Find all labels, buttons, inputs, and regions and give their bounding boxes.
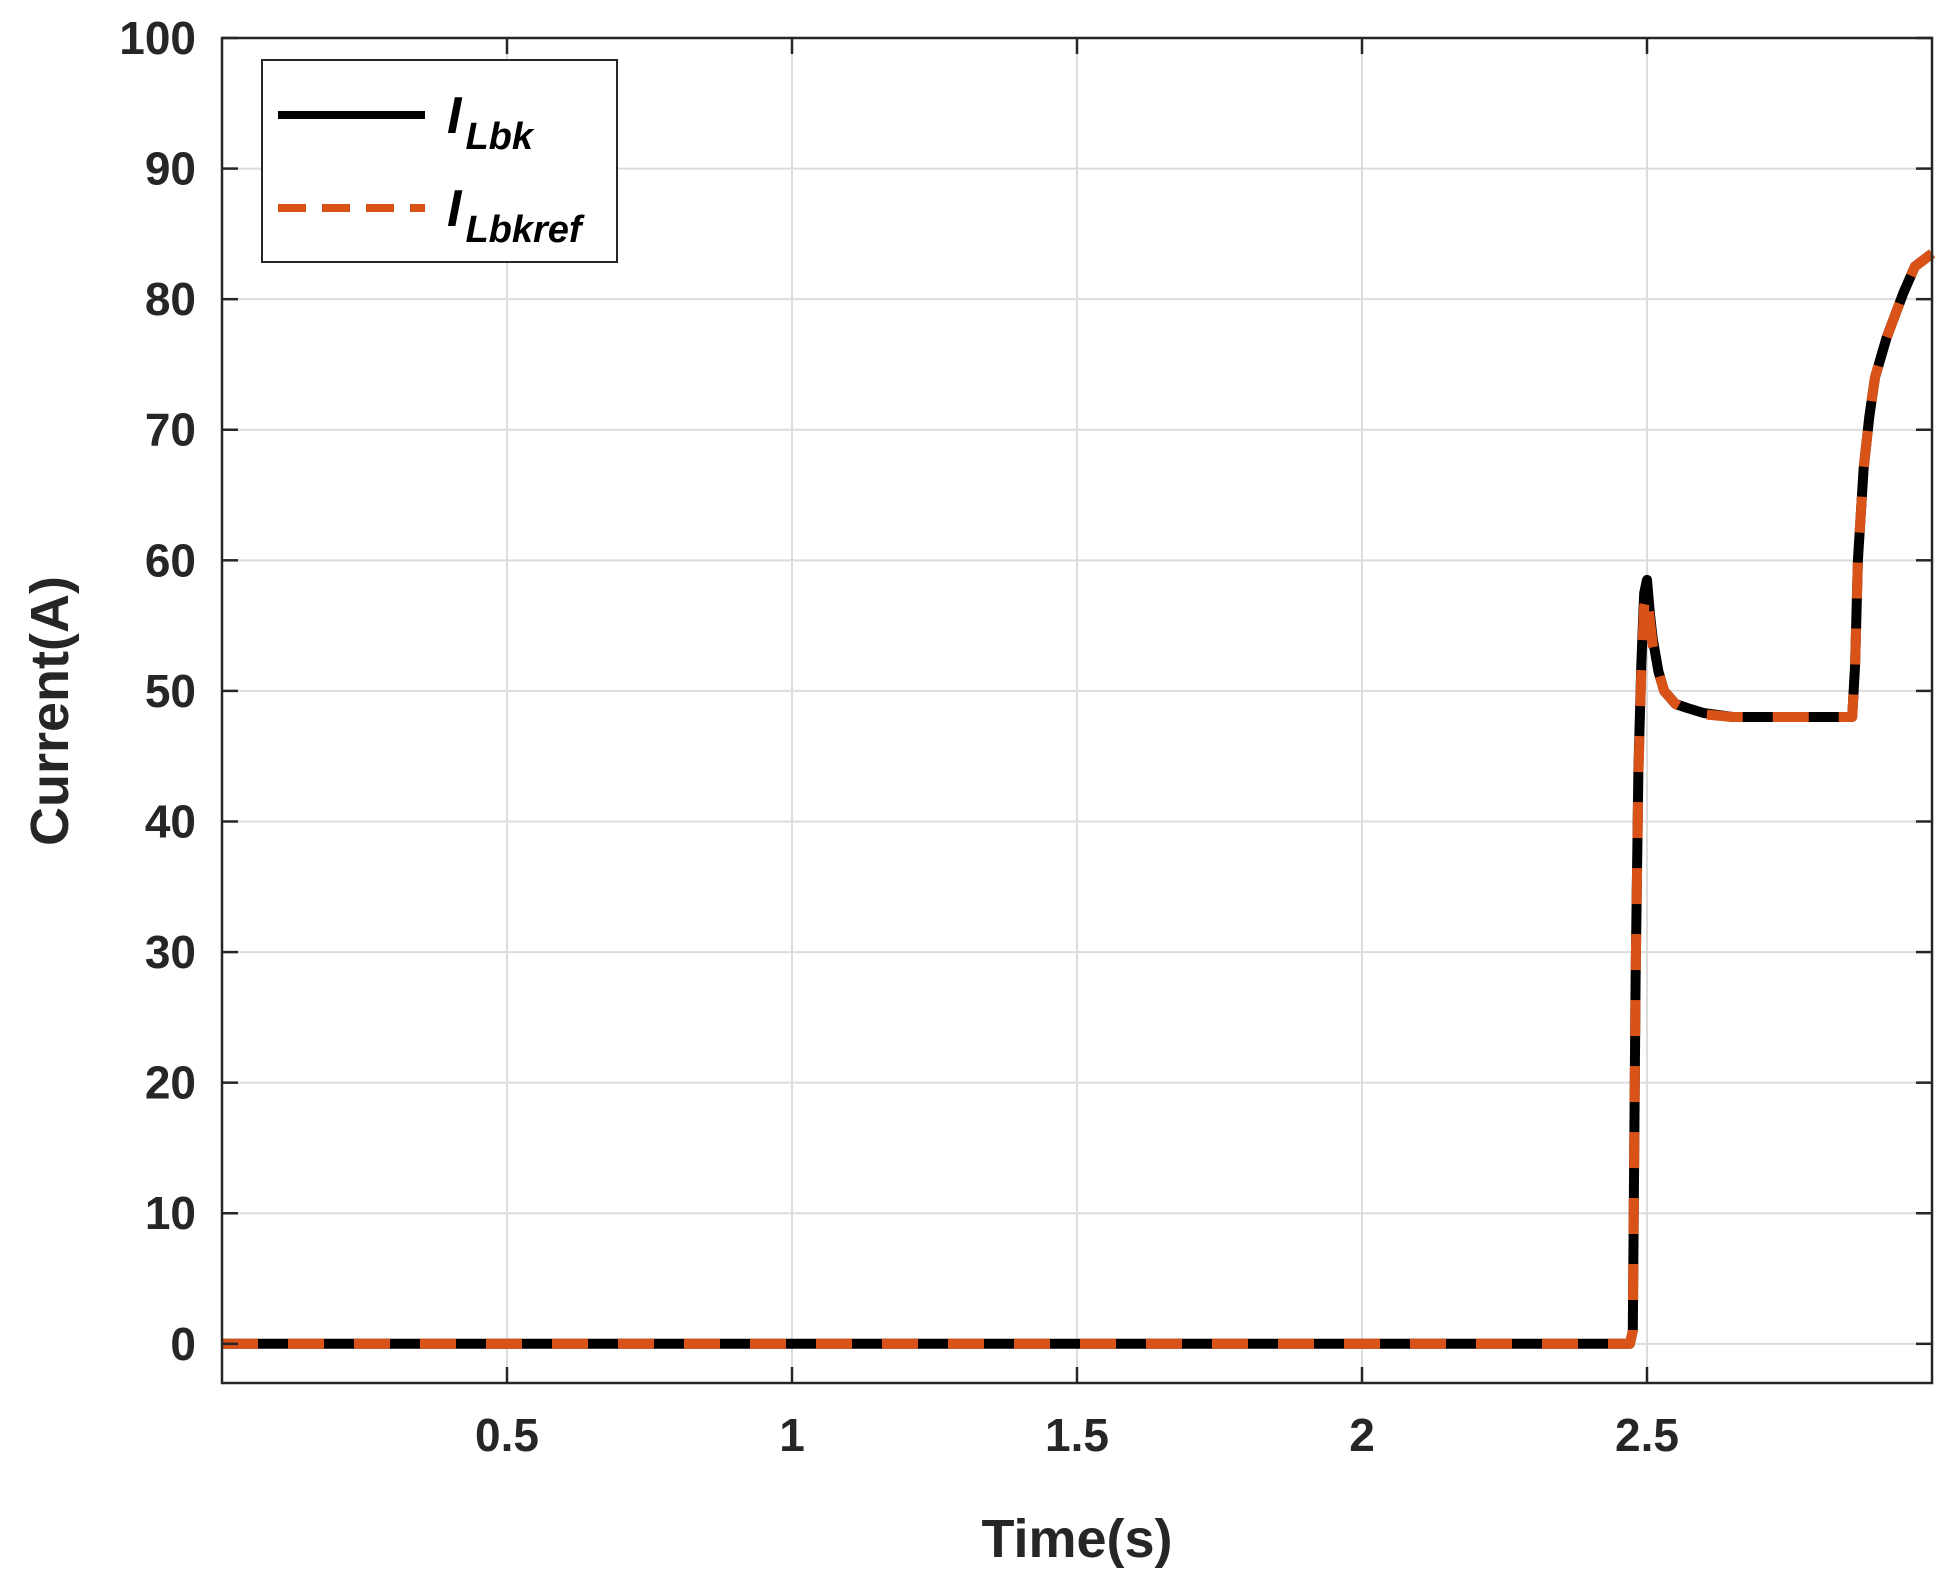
legend-box [261, 59, 618, 263]
x-tick-label: 2 [1349, 1409, 1375, 1461]
legend-label-i-lbkref-sub: Lbkref [465, 209, 584, 251]
x-tick-label: 1.5 [1045, 1409, 1109, 1461]
y-tick-label: 60 [145, 534, 196, 586]
y-tick-label: 40 [145, 795, 196, 847]
tick-labels: 0.5 1 1.5 2 2.5 0 10 20 30 40 50 60 70 80 90 100 [119, 12, 1679, 1461]
y-tick-label: 80 [145, 273, 196, 325]
x-axis-label: Time(s) [981, 1509, 1172, 1569]
series-line-i-lbk [222, 249, 1936, 1349]
legend-label-i-lbk-sub: Lbk [465, 116, 534, 158]
y-axis-label: Current(A) [20, 576, 80, 846]
x-tick-label: 1 [779, 1409, 805, 1461]
y-tick-label: 50 [145, 665, 196, 717]
legend-label-i-lbk: I Lbk [447, 87, 535, 158]
y-tick-label: 20 [145, 1057, 196, 1109]
y-tick-label: 0 [170, 1318, 196, 1370]
y-tick-label: 90 [145, 143, 196, 195]
legend-label-i-lbk-main: I [447, 87, 463, 145]
x-tick-label: 0.5 [475, 1409, 539, 1461]
legend-label-i-lbkref: I Lbkref [447, 180, 585, 251]
series-line-i-lbkref [222, 249, 1936, 1349]
legend-label-i-lbkref-main: I [447, 180, 463, 238]
y-tick-label: 100 [119, 12, 196, 64]
y-tick-label: 30 [145, 926, 196, 978]
series-layer [222, 249, 1936, 1349]
x-tick-label: 2.5 [1615, 1409, 1679, 1461]
ticks [222, 36, 1932, 1383]
y-tick-label: 10 [145, 1187, 196, 1239]
y-tick-label: 70 [145, 404, 196, 456]
legend: I Lbk I Lbkref [261, 59, 618, 263]
